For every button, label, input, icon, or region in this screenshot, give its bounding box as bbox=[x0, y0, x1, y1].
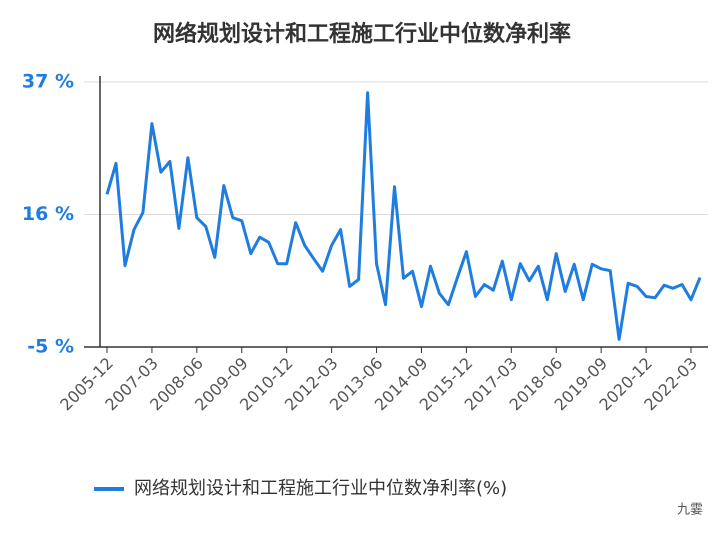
series-line bbox=[105, 91, 702, 341]
y-tick-label: 37 % bbox=[22, 71, 74, 93]
chart-title: 网络规划设计和工程施工行业中位数净利率 bbox=[153, 21, 571, 47]
watermark: 九霎 bbox=[677, 503, 703, 518]
y-tick-label: -5 % bbox=[27, 336, 74, 358]
legend-label: 网络规划设计和工程施工行业中位数净利率(%) bbox=[134, 478, 507, 499]
y-tick-label: 16 % bbox=[22, 203, 74, 225]
